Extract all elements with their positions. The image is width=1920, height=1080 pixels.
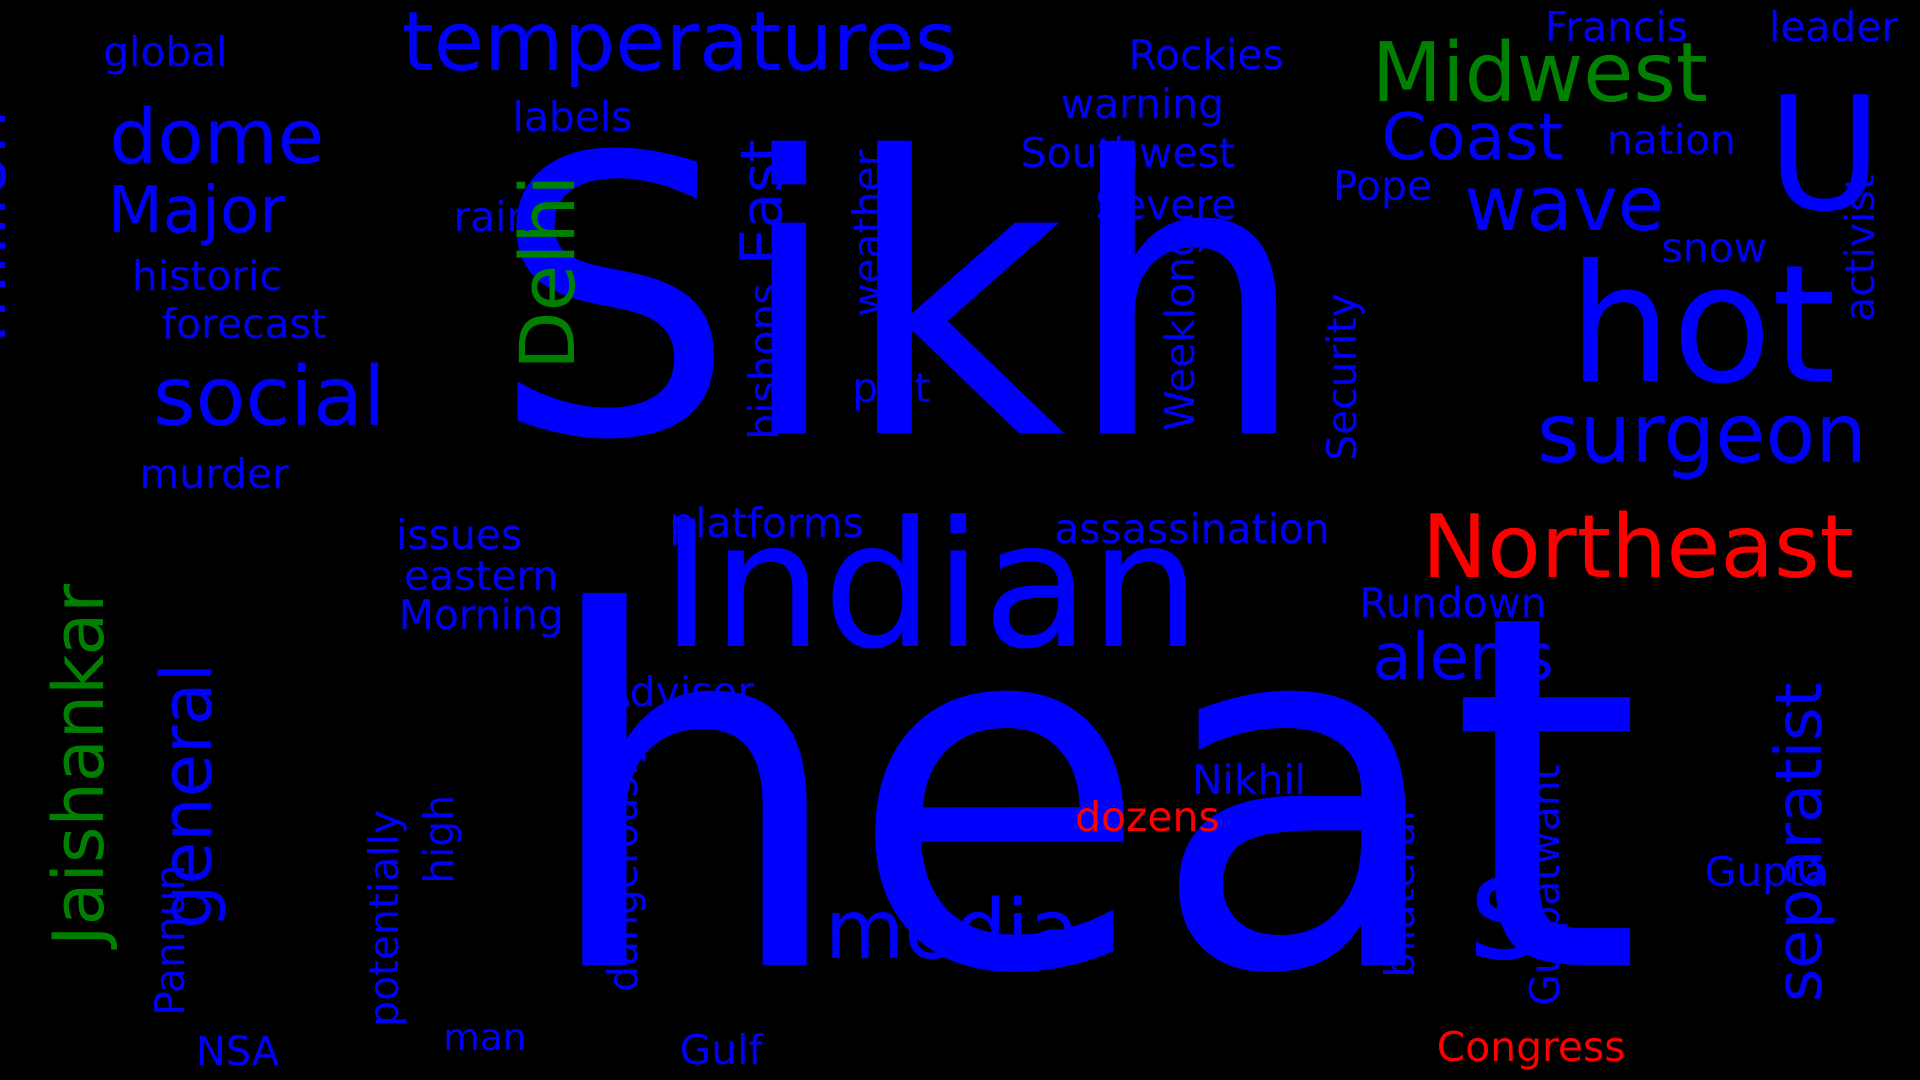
word-murder: murder [139,450,289,499]
word-snow: snow [1661,223,1767,272]
word-labels: labels [512,92,633,141]
word-severe: Severe [1095,180,1237,229]
word-historic: historic [131,251,282,300]
word-s: s [1468,824,1545,994]
word-midwest: Midwest [1371,25,1708,121]
word-assassination: assassination [1054,505,1330,554]
word-rundown: Rundown [1359,578,1547,627]
word-nation: nation [1606,115,1736,164]
word-northeast: Northeast [1421,496,1854,599]
word-advisor: Advisor [602,668,755,716]
word-nsa: NSA [195,1028,280,1075]
word-plot: plot [852,364,931,413]
word-gurpatwant: Gurpatwant [1521,764,1570,1006]
word-indian: Indian [660,485,1201,689]
word-social: social [153,350,386,446]
word-weather: weather [843,149,892,317]
word-eastern: eastern [404,551,559,600]
word-sikh: Sikh [491,75,1309,524]
word-security: Security [1317,292,1366,461]
word-media: media [824,882,1080,978]
word-east: East [727,139,796,266]
word-separatist: separatist [1763,681,1838,1002]
word-global: global [103,27,228,76]
word-major: Major [107,174,286,249]
word-platforms: platforms [669,499,864,548]
word-jaishankar: Jaishankar [38,584,121,947]
word-dozens: dozens [1075,792,1220,841]
word-million: million [0,109,23,343]
word-pope: Pope [1332,162,1432,211]
word-potentially: potentially [360,809,409,1027]
word-coast: Coast [1381,100,1564,175]
word-leader: leader [1769,3,1899,52]
word-heat: heat [537,510,1642,1080]
word-activist: activist [1835,174,1884,322]
word-nikhil: Nikhil [1192,756,1307,805]
word-hot: hot [1568,228,1836,420]
word-issues: issues [396,511,523,560]
word-high: high [415,794,464,884]
word-bishops: bishops [739,283,788,440]
word-man: man [443,1015,527,1059]
word-southwest: Southwest [1020,129,1235,178]
word-warning: warning [1060,80,1225,129]
word-pannun: Pannun [145,864,194,1016]
word-sullivan: Sullivan [0,650,19,972]
word-gupta: Gupta [1704,848,1830,896]
word-dome: dome [109,92,325,181]
word-dangerously: dangerously [599,740,648,992]
word-weeklong: Weeklong [1156,230,1205,431]
word-forecast: forecast [161,299,327,348]
word-bilateral: bilateral [1376,810,1425,978]
word-rockies: Rockies [1128,31,1284,80]
word-morning: Morning [398,590,564,639]
word-rain: rain [453,192,533,241]
word-congress: Congress [1436,1023,1626,1072]
word-temperatures: temperatures [401,0,958,90]
word-francis: Francis [1544,3,1688,52]
word-alerts: alerts [1372,621,1554,696]
word-u: U [1766,64,1883,248]
word-gulf: Gulf [679,1025,763,1074]
word-wave: wave [1464,160,1665,249]
word-surgeon: surgeon [1537,386,1867,482]
